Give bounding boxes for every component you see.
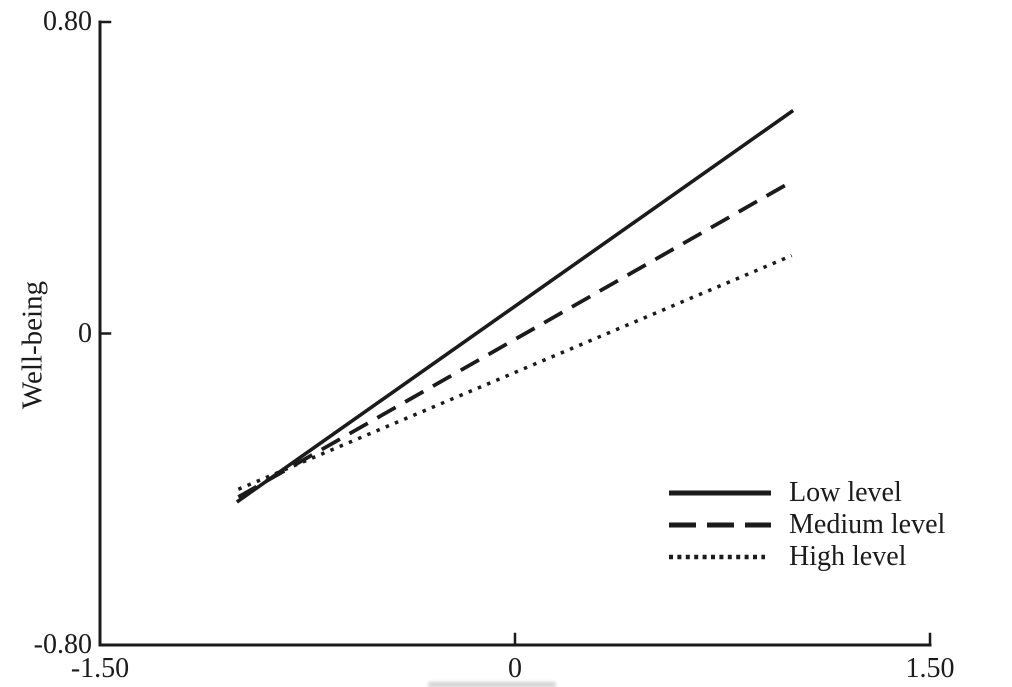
dashed-line-swatch-icon	[669, 522, 771, 528]
legend-item-low-level: Low level	[668, 477, 945, 509]
legend-item-high-level: High level	[668, 541, 945, 573]
legend-item-medium-level: Medium level	[668, 509, 945, 541]
legend-label-low-level: Low level	[789, 477, 902, 508]
legend-label-high-level: High level	[789, 541, 907, 572]
legend-label-medium-level: Medium level	[789, 509, 946, 540]
x-tick-label-right: 1.50	[905, 653, 955, 684]
legend: Low level Medium level High level	[668, 477, 945, 573]
x-tick-label-zero: 0	[508, 653, 522, 684]
y-tick-label-zero: 0	[78, 317, 92, 349]
y-tick-label-bottom: -0.80	[33, 629, 92, 660]
series-line-solid	[235, 109, 795, 504]
cropped-text-smudge	[428, 682, 556, 687]
x-tick-label-left: -1.50	[70, 653, 130, 684]
series-line-dotted	[237, 254, 793, 491]
y-tick-label-top: 0.80	[43, 6, 92, 37]
solid-line-swatch-icon	[669, 490, 771, 496]
series-line-dashed	[237, 179, 793, 499]
dotted-line-swatch-icon	[669, 554, 765, 560]
